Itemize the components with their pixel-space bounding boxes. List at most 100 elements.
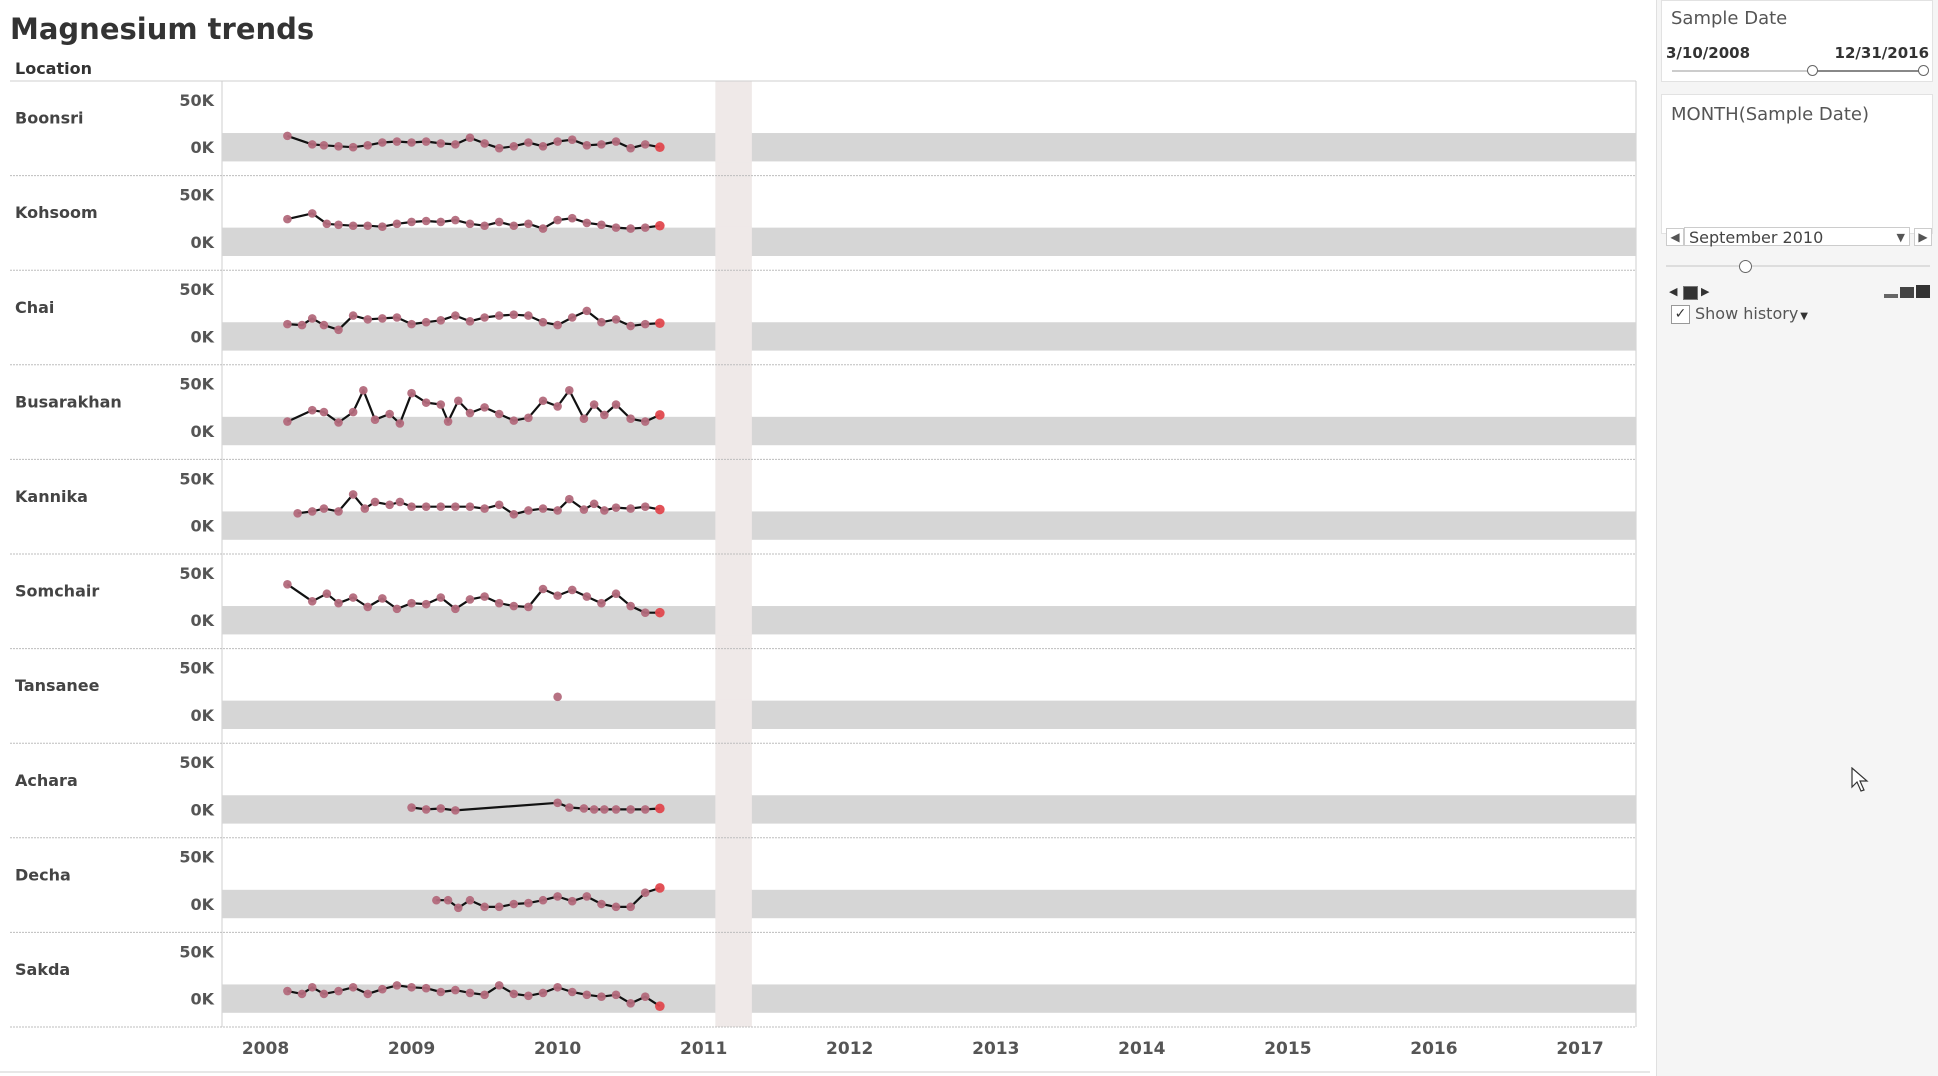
y-tick-label: 50K: [179, 659, 214, 678]
data-point: [283, 579, 292, 589]
data-point: [363, 989, 373, 999]
data-point: [509, 509, 519, 519]
y-tick-label: 50K: [179, 942, 214, 961]
data-point: [334, 418, 343, 427]
data-point: [480, 990, 489, 1000]
data-point: [494, 981, 504, 990]
data-point: [451, 311, 460, 320]
data-point: [348, 221, 358, 231]
data-point: [600, 805, 609, 814]
show-history-checkbox[interactable]: ✓: [1671, 305, 1690, 324]
data-point: [582, 592, 592, 601]
location-label: Boonsri: [15, 109, 83, 128]
start-date-handle[interactable]: [1806, 65, 1818, 76]
chevron-left-icon: ◀: [1670, 230, 1680, 244]
data-point: [538, 504, 548, 513]
row-header: Location: [15, 59, 92, 78]
data-point: [640, 319, 650, 329]
highlight-band-row: [715, 226, 752, 258]
data-point: [509, 310, 519, 319]
date-range-track[interactable]: [1672, 70, 1926, 72]
data-point: [494, 143, 504, 153]
data-point: [319, 407, 329, 417]
location-row: Sakda 50K 0K: [10, 942, 1636, 1028]
data-point: [524, 138, 533, 147]
reference-band: [222, 606, 1636, 635]
step-back-icon[interactable]: ◀: [1669, 285, 1678, 298]
data-point: [307, 314, 317, 323]
data-point: [451, 806, 460, 815]
data-point: [655, 883, 665, 893]
x-tick-label: 2017: [1556, 1039, 1603, 1059]
data-point: [307, 982, 317, 992]
month-slider-handle[interactable]: [1739, 260, 1753, 273]
data-point: [524, 991, 533, 1001]
data-point: [567, 987, 577, 997]
data-point: [611, 315, 621, 324]
data-point: [509, 416, 519, 425]
location-label: Kohsoom: [15, 203, 98, 222]
data-point: [392, 981, 402, 990]
end-date-handle[interactable]: [1918, 65, 1929, 76]
location-row: Kannika 50K 0K: [10, 469, 1636, 555]
location-row: Decha 50K 0K: [10, 848, 1636, 933]
data-point: [395, 497, 405, 507]
next-month-button[interactable]: ▶: [1914, 228, 1932, 246]
data-point: [567, 135, 577, 144]
data-point: [655, 220, 665, 231]
data-point: [436, 217, 446, 227]
data-point: [421, 805, 431, 814]
prev-month-button[interactable]: ◀: [1666, 228, 1684, 246]
play-icon[interactable]: ▶: [1701, 285, 1710, 298]
y-tick-label: 50K: [179, 91, 214, 110]
data-point: [465, 219, 475, 229]
plot-layer: Boonsri50K0KKohsoom50K0KChai50K0KBusarak…: [0, 80, 1650, 1073]
data-point: [334, 507, 343, 516]
y-tick-label: 0K: [190, 800, 214, 819]
month-select[interactable]: September 2010 ▼: [1684, 227, 1910, 247]
data-point: [480, 504, 489, 513]
data-point: [465, 133, 475, 143]
location-label: Somchair: [15, 582, 99, 601]
data-point: [640, 608, 650, 617]
data-point: [480, 139, 489, 148]
data-point: [553, 892, 562, 901]
data-point: [553, 692, 562, 702]
data-point: [640, 805, 650, 814]
speed-bars-icon[interactable]: [1884, 285, 1932, 299]
data-point: [334, 220, 343, 230]
x-tick-label: 2014: [1118, 1039, 1165, 1059]
data-point: [553, 798, 562, 808]
month-slider-track[interactable]: [1666, 265, 1930, 267]
highlight-band-row: [715, 699, 752, 731]
data-point: [538, 141, 548, 151]
data-point: [293, 509, 302, 518]
data-point: [655, 318, 665, 328]
data-point: [432, 895, 441, 905]
data-point: [524, 311, 533, 320]
data-point: [480, 592, 489, 601]
dropdown-caret-icon[interactable]: ▼: [1800, 311, 1808, 322]
data-point: [407, 502, 416, 512]
y-tick-label: 50K: [179, 469, 214, 488]
data-point: [600, 506, 609, 515]
show-history-label[interactable]: Show history ▼: [1695, 304, 1808, 323]
highlight-band-row: [715, 794, 752, 825]
data-point: [307, 405, 317, 415]
data-point: [524, 602, 533, 612]
data-point: [465, 895, 475, 905]
data-point: [392, 219, 402, 229]
data-point: [553, 982, 562, 992]
stop-icon[interactable]: [1683, 286, 1698, 300]
data-point: [582, 990, 592, 1000]
reference-band: [222, 227, 1636, 257]
data-point: [480, 313, 489, 322]
data-point: [319, 141, 329, 150]
data-point: [465, 408, 475, 418]
data-point: [436, 139, 446, 148]
data-point: [597, 992, 606, 1002]
y-tick-label: 0K: [190, 706, 214, 725]
highlight-band-row: [715, 605, 752, 636]
x-tick-label: 2009: [388, 1039, 435, 1059]
data-point: [626, 143, 635, 153]
